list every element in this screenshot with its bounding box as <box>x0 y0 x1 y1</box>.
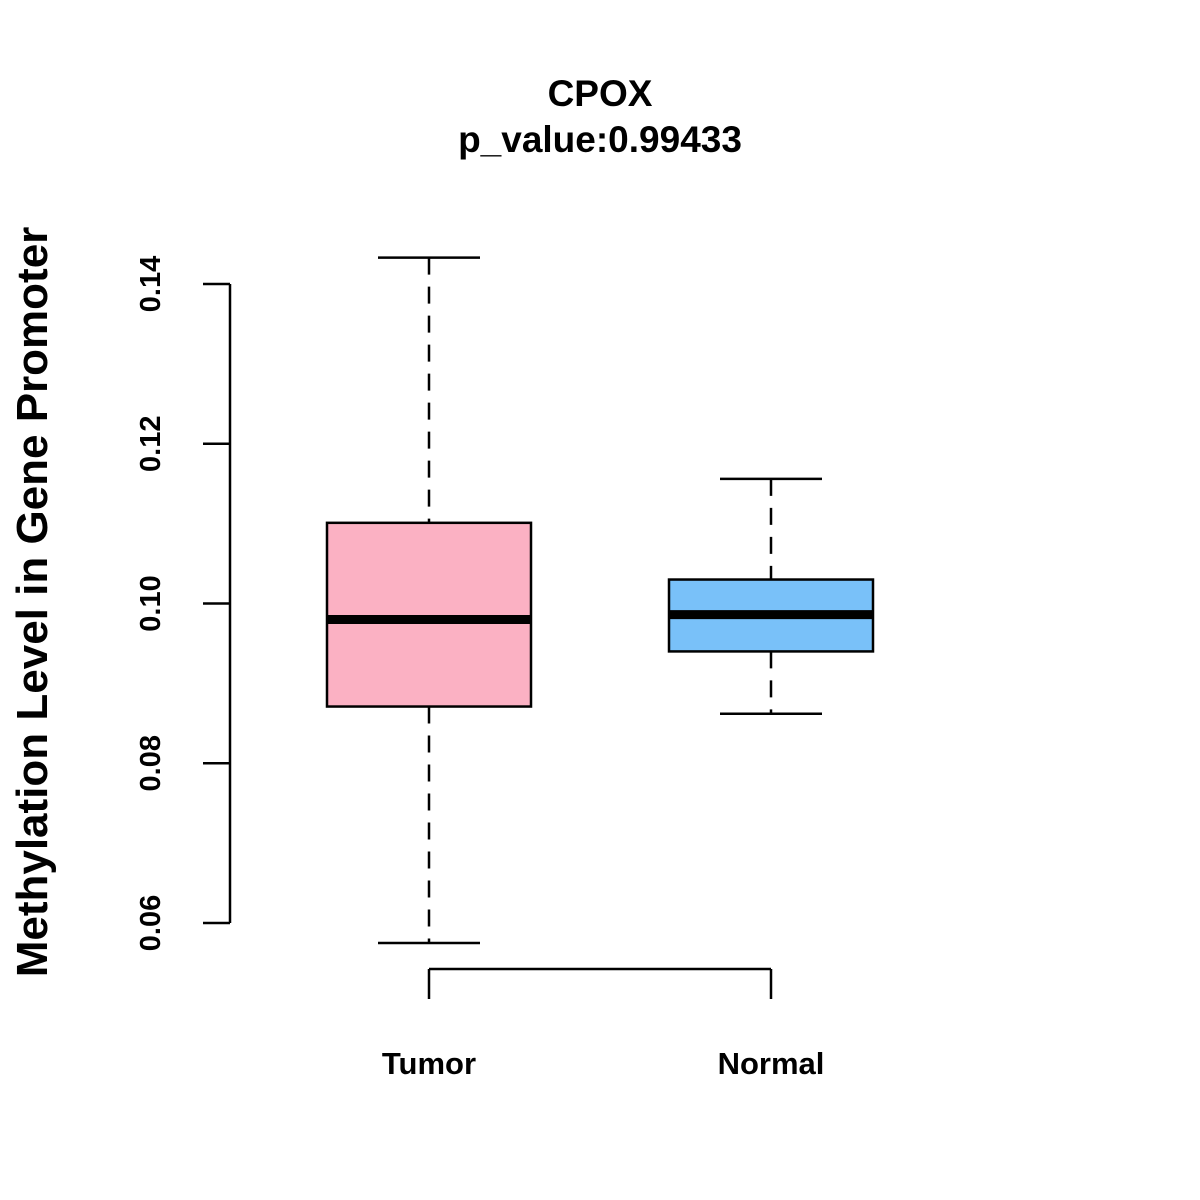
y-tick-label: 0.14 <box>135 256 167 312</box>
y-tick-label: 0.12 <box>135 416 167 472</box>
boxes-layer <box>325 256 875 945</box>
x-axis-labels: Tumor Normal <box>382 1046 824 1081</box>
chart-title: CPOX <box>548 73 653 114</box>
y-tick-label: 0.06 <box>135 895 167 951</box>
comparison-bracket <box>427 967 773 999</box>
x-label-normal: Normal <box>718 1046 825 1081</box>
box-normal <box>667 477 875 715</box>
y-axis-label: Methylation Level in Gene Promoter <box>8 227 57 978</box>
x-label-tumor: Tumor <box>382 1046 476 1081</box>
box-iqr <box>325 521 533 708</box>
box-tumor <box>325 256 533 945</box>
y-tick-label: 0.10 <box>135 575 167 631</box>
y-tick-label: 0.08 <box>135 735 167 791</box>
y-axis: 0.06 0.08 0.10 0.12 0.14 <box>135 256 232 951</box>
chart-subtitle: p_value:0.99433 <box>458 119 742 160</box>
